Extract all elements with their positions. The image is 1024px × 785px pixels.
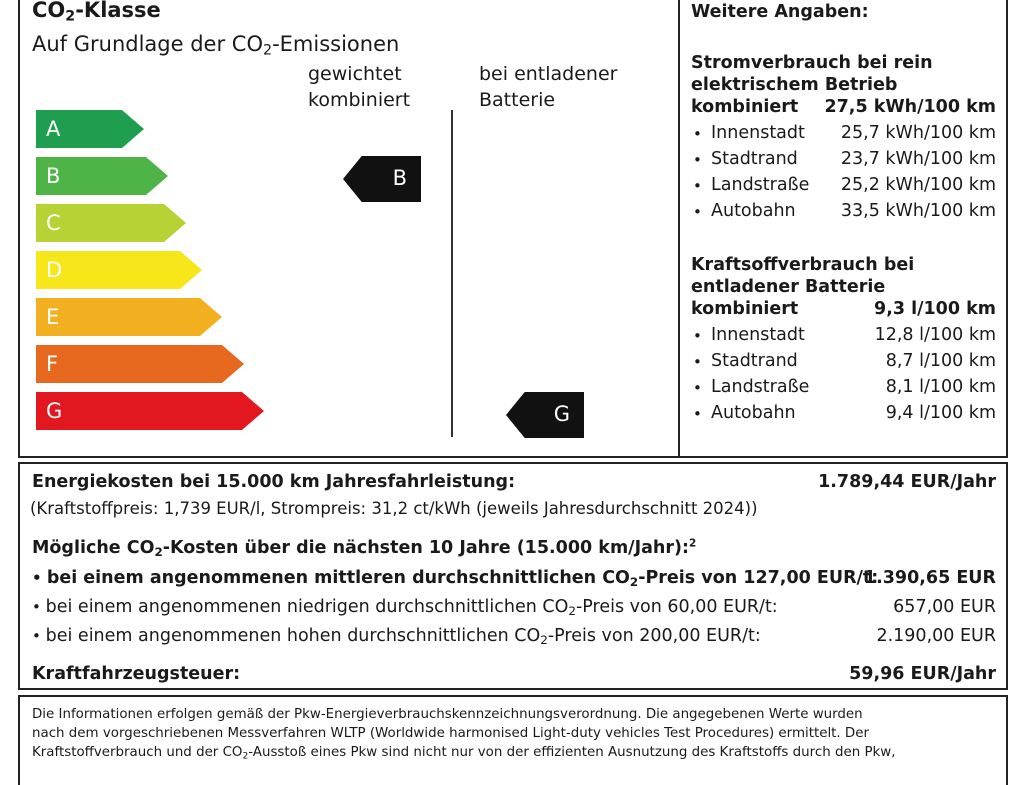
column-weighted-label: gewichtet kombiniert — [308, 63, 411, 111]
consumption-item-label: Autobahn — [711, 403, 796, 423]
consumption-item-label: Landstraße — [711, 175, 810, 195]
bullet-icon: • — [693, 353, 702, 371]
co2-cost-row-label: • bei einem angenommenen niedrigen durch… — [32, 597, 778, 618]
bullet-icon: • — [693, 177, 702, 195]
co2-cost-row-label: • bei einem angenommenen mittleren durch… — [32, 568, 879, 589]
fuel-combined-label: kombiniert — [691, 299, 799, 319]
efficiency-class-bar-f: F — [36, 345, 244, 383]
efficiency-class-letter: F — [46, 352, 59, 376]
legal-note-text: Die Informationen erfolgen gemäß der Pkw… — [32, 705, 895, 762]
consumption-item-value: 33,5 kWh/100 km — [840, 201, 996, 221]
efficiency-class-letter: B — [46, 164, 61, 188]
bullet-icon: • — [32, 627, 46, 645]
column-discharged-label: bei entladener Batterie — [479, 63, 618, 111]
efficiency-class-letter: E — [46, 305, 60, 329]
bullet-icon: • — [693, 125, 702, 143]
efficiency-class-letter: A — [46, 117, 61, 141]
fuel-consumption-heading: Kraftsoffverbrauch bei entladener Batteri… — [691, 255, 915, 297]
legal-note-line: nach dem vorgeschriebenen Messverfahren … — [32, 726, 869, 741]
electric-combined-value: 27,5 kWh/100 km — [824, 97, 996, 117]
co2-cost-row-value: 1.390,65 EUR — [863, 568, 996, 588]
bullet-icon: • — [32, 569, 47, 587]
consumption-item-label: Landstraße — [711, 377, 810, 397]
energy-costs-label: Energiekosten bei 15.000 km Jahresfahrle… — [32, 472, 516, 492]
consumption-item-label: Autobahn — [711, 201, 796, 221]
consumption-item-value: 9,4 l/100 km — [885, 403, 996, 423]
legal-note-line: Kraftstoffverbrauch und der CO2-Ausstoß … — [32, 745, 896, 762]
legal-note-panel — [18, 695, 1008, 785]
further-info-title: Weitere Angaben: — [691, 2, 869, 22]
vehicle-tax-value: 59,96 EUR/Jahr — [849, 664, 996, 684]
co2-costs-heading: Mögliche CO2-Kosten über die nächsten 10… — [32, 537, 697, 559]
co2-class-title: CO2-Klasse — [32, 0, 161, 25]
consumption-item-value: 8,1 l/100 km — [885, 377, 996, 397]
bullet-icon: • — [32, 598, 46, 616]
weighted-class-indicator: B — [343, 156, 421, 202]
efficiency-class-letter: C — [46, 211, 61, 235]
consumption-item-value: 25,2 kWh/100 km — [840, 175, 996, 195]
column-divider — [451, 110, 453, 437]
further-info-panel — [678, 0, 1008, 458]
vehicle-tax-label: Kraftfahrzeugsteuer: — [32, 664, 241, 684]
consumption-item-label: Innenstadt — [711, 325, 805, 345]
discharged-class-indicator: G — [506, 392, 584, 438]
legal-note-line: Die Informationen erfolgen gemäß der Pkw… — [32, 707, 863, 722]
co2-cost-row-value: 2.190,00 EUR — [876, 626, 996, 646]
electric-consumption-heading: Stromverbrauch bei rein elektrischem Betr… — [691, 53, 933, 95]
consumption-item-label: Stadtrand — [711, 351, 798, 371]
efficiency-class-letter: D — [46, 258, 63, 282]
bullet-icon: • — [693, 405, 702, 423]
energy-costs-value: 1.789,44 EUR/Jahr — [818, 472, 996, 492]
consumption-item-value: 23,7 kWh/100 km — [840, 149, 996, 169]
consumption-item-value: 12,8 l/100 km — [874, 325, 996, 345]
consumption-item-label: Stadtrand — [711, 149, 798, 169]
efficiency-class-bar-a: A — [36, 110, 144, 148]
co2-class-subtitle: Auf Grundlage der CO2-Emissionen — [32, 32, 400, 59]
costs-panel — [18, 462, 1008, 690]
fuel-combined-value: 9,3 l/100 km — [874, 299, 996, 319]
bullet-icon: • — [693, 327, 702, 345]
co2-cost-row-value: 657,00 EUR — [893, 597, 996, 617]
bullet-icon: • — [693, 203, 702, 221]
co2-cost-row-label: • bei einem angenommenen hohen durchschn… — [32, 626, 761, 647]
efficiency-class-bar-g: G — [36, 392, 264, 430]
efficiency-class-bar-b: B — [36, 157, 168, 195]
consumption-item-label: Innenstadt — [711, 123, 805, 143]
efficiency-class-bar-c: C — [36, 204, 186, 242]
efficiency-class-bar-d: D — [36, 251, 202, 289]
energy-costs-note: (Kraftstoffpreis: 1,739 EUR/l, Stromprei… — [30, 499, 758, 518]
consumption-item-value: 25,7 kWh/100 km — [840, 123, 996, 143]
bullet-icon: • — [693, 379, 702, 397]
bullet-icon: • — [693, 151, 702, 169]
electric-combined-label: kombiniert — [691, 97, 799, 117]
efficiency-class-bar-e: E — [36, 298, 222, 336]
efficiency-class-letter: G — [46, 399, 63, 423]
consumption-item-value: 8,7 l/100 km — [885, 351, 996, 371]
